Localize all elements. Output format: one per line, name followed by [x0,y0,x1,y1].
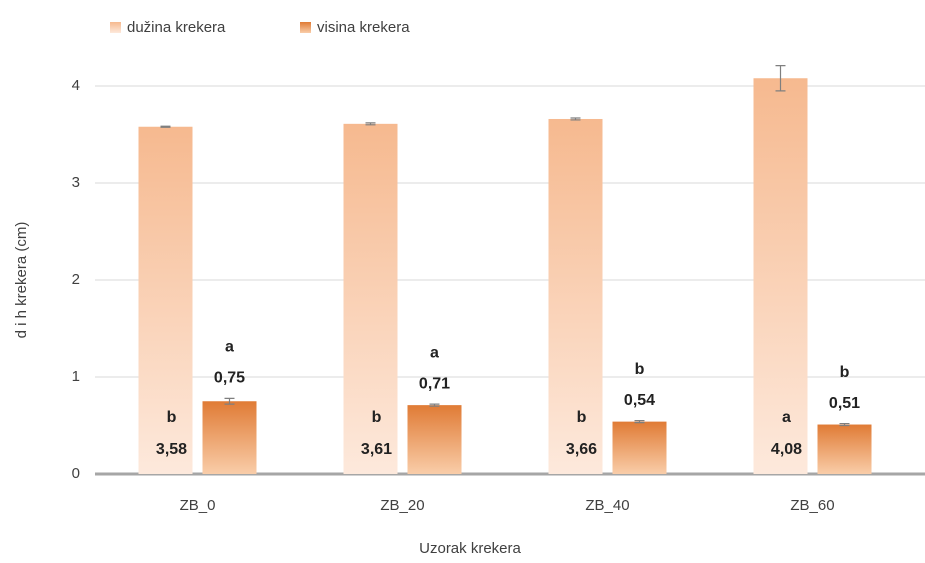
x-tick-label: ZB_40 [585,497,629,514]
y-axis-label: d i h krekera (cm) [13,222,30,339]
bar [343,123,398,474]
error-bar [775,65,786,92]
data-label: 0,71 [419,375,450,392]
error-bar [160,125,171,128]
letter-label: b [840,364,850,381]
y-tick-label: 3 [72,174,80,191]
x-tick-label: ZB_20 [380,497,424,514]
letter-label: b [577,409,587,426]
bar [548,118,603,474]
legend-swatch [300,22,311,33]
error-bar [429,403,440,407]
x-tick-label: ZB_0 [180,497,216,514]
y-tick-label: 4 [72,77,80,94]
y-tick-label: 1 [72,368,80,385]
data-label: 0,51 [829,395,860,412]
bar [753,78,808,475]
data-label: 4,08 [771,441,802,458]
y-tick-label: 0 [72,465,80,482]
x-tick-label: ZB_60 [790,497,834,514]
letter-label: a [430,344,439,361]
error-bar [570,117,581,121]
bar [138,126,193,475]
bar [407,405,462,474]
y-tick-label: 2 [72,271,80,288]
bar [817,424,872,474]
legend-swatch [110,22,121,33]
letter-label: b [372,409,382,426]
legend-label: dužina krekera [127,19,226,36]
data-label: 3,58 [156,441,187,458]
error-bar [224,397,235,405]
bar [202,401,257,474]
data-label: 0,54 [624,392,655,409]
letter-label: b [167,409,177,426]
letter-label: a [782,409,791,426]
data-label: 3,66 [566,441,597,458]
x-axis-label: Uzorak krekera [419,540,521,557]
error-bar [839,422,850,427]
bar [612,421,667,474]
error-bar [634,420,645,424]
data-label: 3,61 [361,441,392,458]
letter-label: b [635,361,645,378]
legend-label: visina krekera [317,19,410,36]
error-bar [365,122,376,126]
letter-label: a [225,339,234,356]
data-label: 0,75 [214,370,245,387]
